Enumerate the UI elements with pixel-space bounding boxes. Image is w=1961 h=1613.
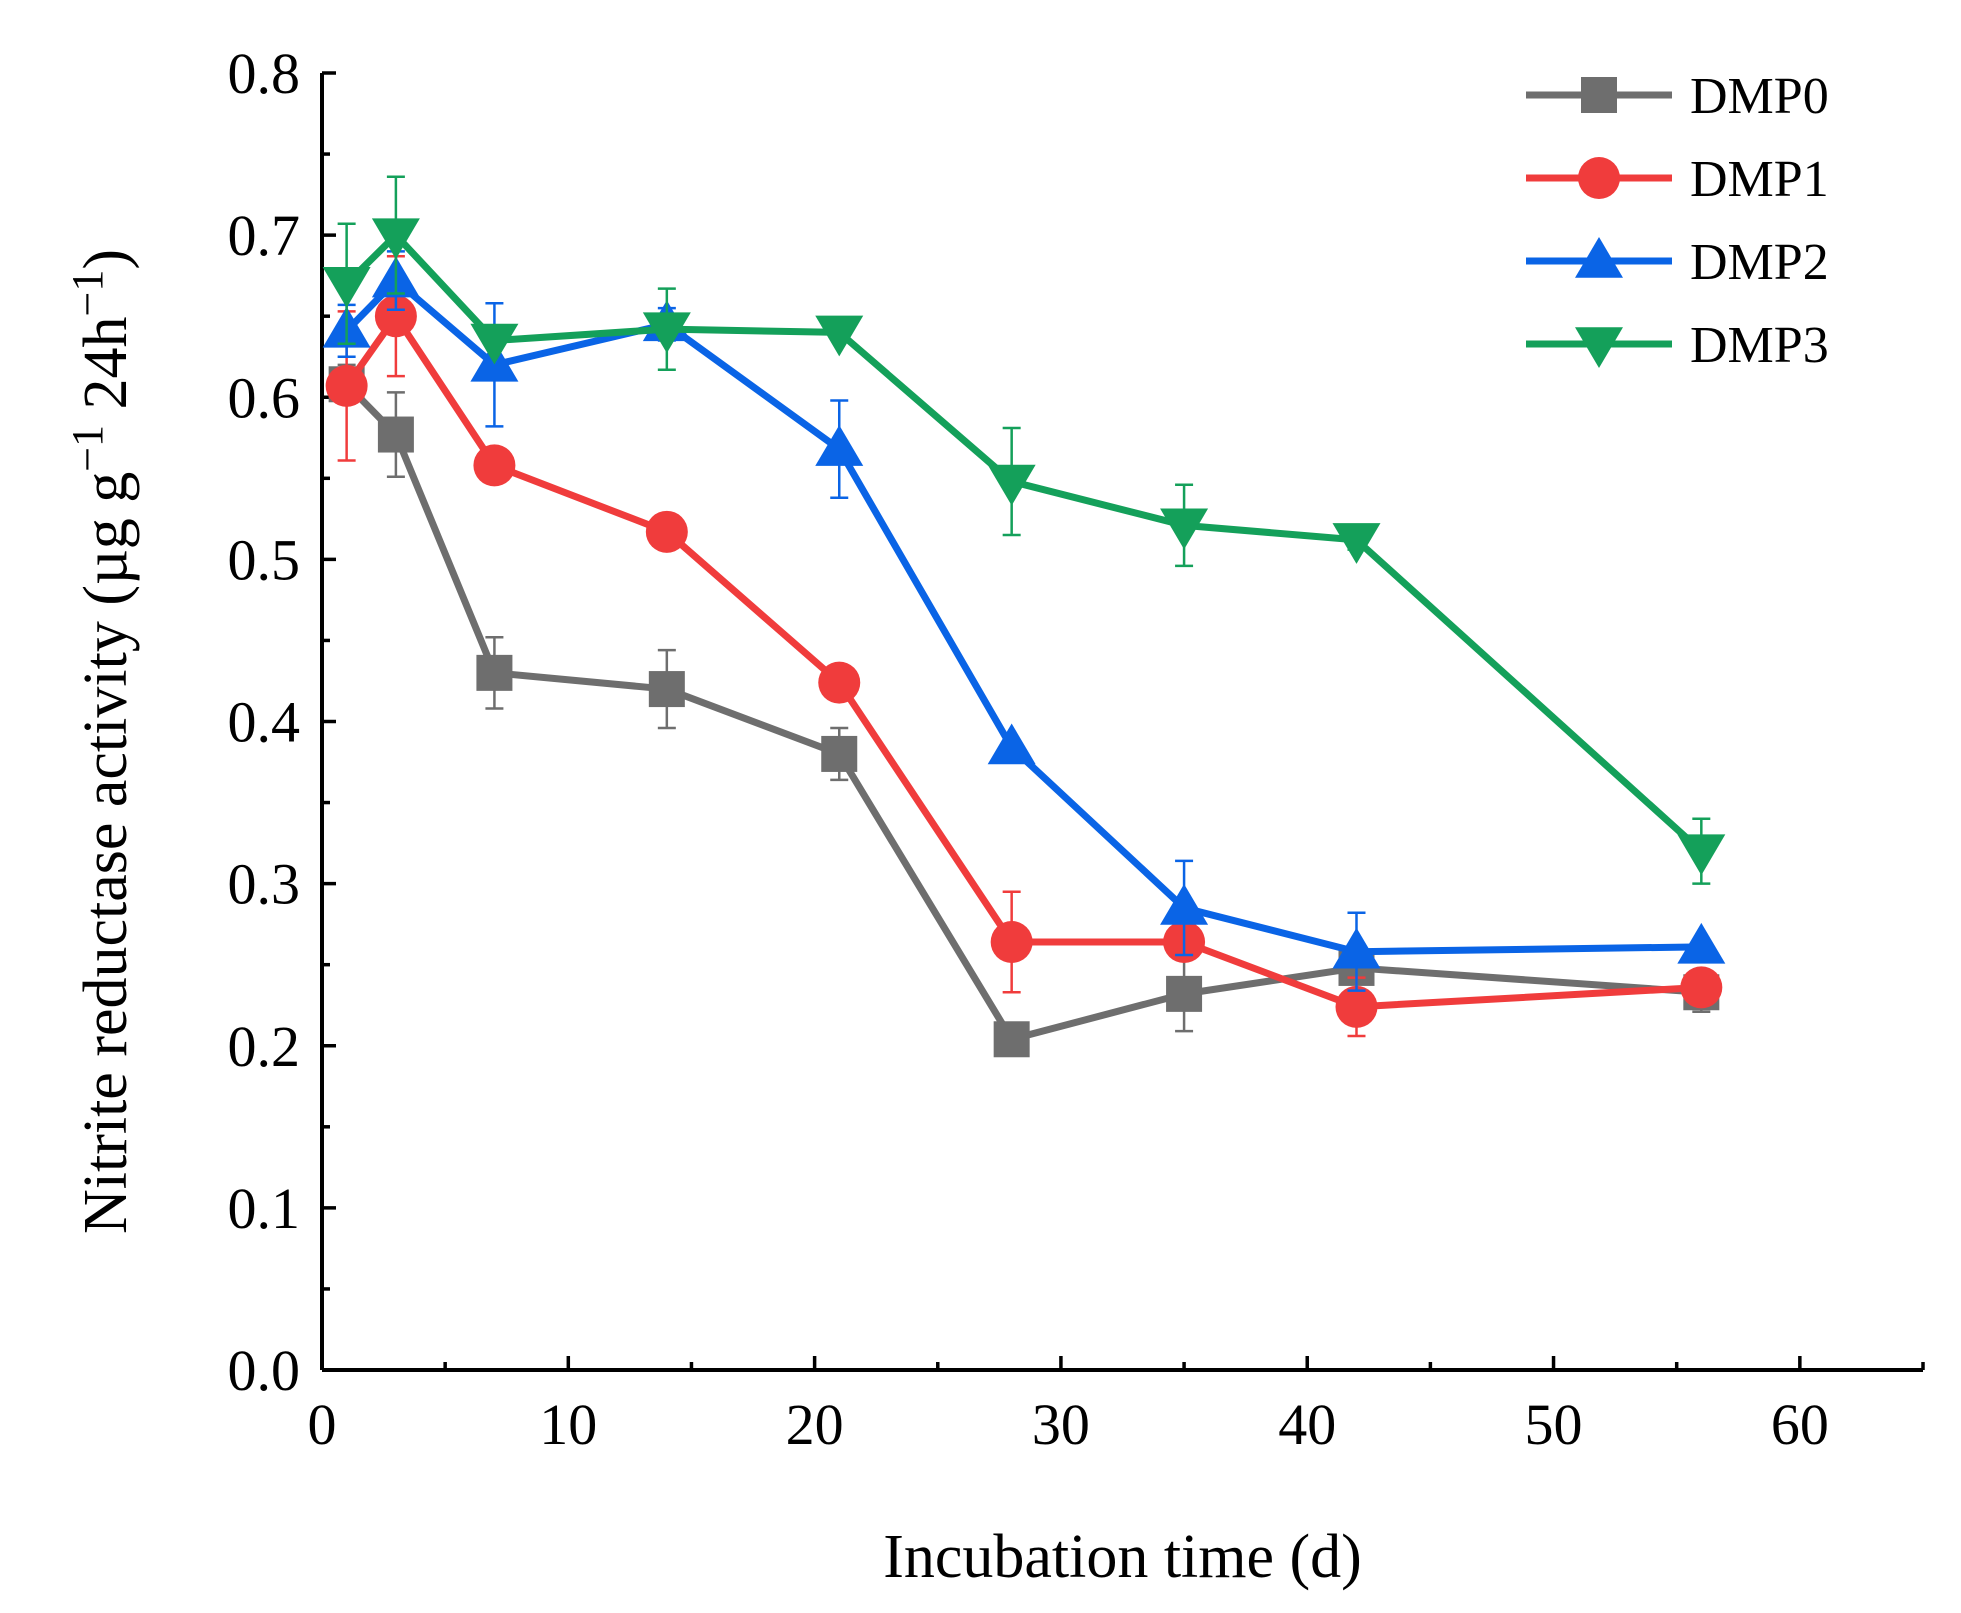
data-point-dmp2 <box>987 723 1036 765</box>
data-point-dmp2 <box>1677 922 1726 964</box>
data-point-dmp0 <box>377 416 414 453</box>
x-tick-label: 60 <box>1771 1392 1829 1457</box>
data-point-dmp0 <box>993 1021 1030 1058</box>
x-tick-label: 0 <box>308 1392 337 1457</box>
x-tick-label: 10 <box>539 1392 597 1457</box>
y-tick-label: 0.3 <box>228 852 301 917</box>
y-axis-title-exponent-1: −1 <box>63 425 112 472</box>
y-tick-label: 0.8 <box>228 41 301 106</box>
y-tick-label: 0.4 <box>228 690 301 755</box>
data-point-dmp3 <box>987 464 1036 506</box>
legend-item-dmp0: DMP0 <box>1526 68 1829 125</box>
y-tick-label: 0.1 <box>228 1176 301 1241</box>
y-axis-title-unit: 24h <box>72 316 140 425</box>
data-point-dmp3 <box>815 315 864 357</box>
series-dmp3 <box>322 175 1726 885</box>
data-point-dmp3 <box>322 266 371 308</box>
data-point-dmp2 <box>1160 883 1209 925</box>
data-point-dmp2 <box>815 425 864 466</box>
data-point-dmp1 <box>818 661 861 704</box>
legend-swatch-marker <box>1581 77 1617 113</box>
data-point-dmp1 <box>325 364 368 407</box>
series-dmp2 <box>322 250 1726 992</box>
y-tick-label: 0.0 <box>228 1338 301 1403</box>
legend-item-dmp1: DMP1 <box>1526 151 1829 208</box>
y-tick-label: 0.7 <box>228 203 301 268</box>
legend-label-dmp2: DMP2 <box>1690 234 1829 291</box>
axes-layer: 0.0 0.1 0.2 0.3 0.4 0.5 0.6 0.7 0.8 0 10 20 30 40 50 60 <box>228 41 1925 1457</box>
x-tick-label: 40 <box>1278 1392 1336 1457</box>
y-axis-title-exponent-2: −1 <box>63 270 112 317</box>
data-point-dmp3 <box>470 323 519 365</box>
legend-item-dmp3: DMP3 <box>1526 317 1829 374</box>
x-tick-label: 30 <box>1032 1392 1090 1457</box>
x-tick-label: 20 <box>786 1392 844 1457</box>
data-point-dmp3 <box>371 218 420 260</box>
data-point-dmp1 <box>645 510 688 553</box>
data-point-dmp3 <box>1160 508 1209 550</box>
data-point-dmp3 <box>1677 834 1726 876</box>
y-tick-label: 0.6 <box>228 365 301 430</box>
series-line-dmp1 <box>343 312 1702 1011</box>
legend-swatch-marker <box>1575 327 1623 368</box>
legend-swatch-marker <box>1575 237 1623 278</box>
data-point-dmp0 <box>648 671 685 708</box>
y-tick-label: 0.5 <box>228 527 301 592</box>
legend-item-dmp2: DMP2 <box>1526 234 1829 291</box>
series-line-dmp2 <box>344 277 1702 956</box>
data-point-dmp1 <box>1680 966 1723 1009</box>
data-point-dmp3 <box>1332 523 1381 564</box>
data-point-dmp1 <box>374 295 417 338</box>
series-layer <box>322 175 1726 1058</box>
legend-label-dmp3: DMP3 <box>1690 317 1829 374</box>
legend: DMP0 DMP1 DMP2 DMP3 <box>1526 68 1829 374</box>
y-axis-title: Nitrite reductase activity (µg g−1 24h−1… <box>63 249 141 1234</box>
legend-label-dmp0: DMP0 <box>1690 68 1829 125</box>
y-axis-title-close: ) <box>72 249 140 270</box>
y-axis-title-main: Nitrite reductase activity (µg g <box>72 472 140 1234</box>
legend-label-dmp1: DMP1 <box>1690 151 1829 208</box>
series-dmp1 <box>325 254 1723 1038</box>
data-point-dmp1 <box>473 444 516 487</box>
data-point-dmp0 <box>476 654 513 691</box>
data-point-dmp1 <box>1335 985 1378 1028</box>
x-tick-label: 50 <box>1525 1392 1583 1457</box>
legend-swatch-marker <box>1578 157 1620 199</box>
data-point-dmp1 <box>990 920 1033 963</box>
x-axis-title: Incubation time (d) <box>883 1523 1362 1591</box>
data-point-dmp3 <box>642 312 691 354</box>
data-point-dmp2 <box>1332 927 1381 969</box>
data-point-dmp0 <box>821 735 858 772</box>
y-tick-label: 0.2 <box>228 1014 301 1079</box>
data-point-dmp0 <box>1166 975 1203 1012</box>
